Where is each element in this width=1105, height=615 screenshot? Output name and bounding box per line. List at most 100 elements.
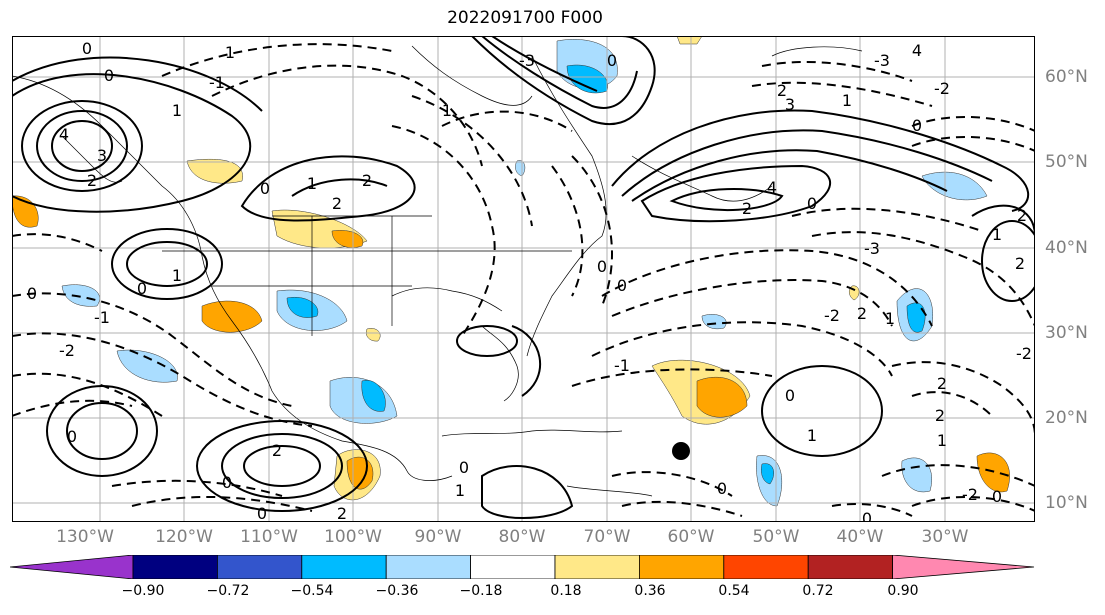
negative-contours (12, 43, 1035, 517)
contour-label: 2 (332, 194, 342, 213)
contour-label: 2 (272, 441, 282, 460)
contour-label: 1 (885, 309, 895, 328)
colorbar-tick-label: 0.18 (550, 583, 582, 599)
contour-label: 0 (617, 276, 627, 295)
lat-label: 30°N (1045, 323, 1088, 343)
contour-label: 0 (597, 257, 607, 276)
lat-label: 20°N (1045, 408, 1088, 428)
contour-label: 2 (1015, 254, 1025, 273)
colorbar-segment (10, 555, 134, 579)
contour-label: 1 (225, 43, 235, 62)
contour-label: 0 (912, 116, 922, 135)
colorbar-tick-label: 0.54 (718, 583, 750, 599)
colorbar-tick-label: 0.72 (802, 583, 834, 599)
contour-label: 1 (172, 101, 182, 120)
contour-label: -2 (1016, 344, 1032, 363)
contour-label: 2 (937, 374, 947, 393)
lon-label: 40°W (836, 527, 884, 547)
lon-label: 70°W (583, 527, 631, 547)
contour-label: -2 (59, 341, 75, 360)
colorbar-segment (470, 555, 556, 579)
colorbar-tick-label: 0.90 (887, 583, 919, 599)
lat-label: 40°N (1045, 238, 1088, 258)
contour-label: 2 (935, 406, 945, 425)
positive-contours (12, 36, 1035, 519)
colorbar-segment (301, 555, 387, 579)
contour-label: -2 (962, 485, 978, 504)
lon-label: 130°W (56, 527, 114, 547)
lat-label: 60°N (1045, 67, 1088, 87)
contour-label: 0 (27, 284, 37, 303)
contour-label: -2 (934, 79, 950, 98)
shading-layer (12, 36, 1010, 507)
contour-label: 0 (717, 479, 727, 498)
storm-marker (672, 442, 690, 460)
colorbar-tick-label: −0.90 (121, 583, 165, 599)
contour-label: 0 (785, 386, 795, 405)
colorbar-segment (216, 555, 303, 579)
lon-label: 110°W (240, 527, 298, 547)
contour-labels: 0 1 -1 0 1 4 3 2 0 1 2 2 1 0 0 -1 -2 0 0… (27, 39, 1032, 522)
contour-label: 0 (82, 39, 92, 58)
contour-label: 4 (767, 178, 777, 197)
lon-label: 100°W (324, 527, 382, 547)
contour-label: 0 (607, 51, 617, 70)
colorbar-segment (723, 555, 809, 579)
contour-label: 2 (857, 304, 867, 323)
lat-label: 50°N (1045, 152, 1088, 172)
lon-label: 50°W (752, 527, 800, 547)
colorbar-segment (892, 555, 1035, 579)
contour-label: 2 (362, 171, 372, 190)
colorbar-segment (639, 555, 725, 579)
map-panel: 0 1 -1 0 1 4 3 2 0 1 2 2 1 0 0 -1 -2 0 0… (12, 36, 1035, 522)
contour-label: -1 (209, 73, 225, 92)
contour-label: 1 (172, 266, 182, 285)
contour-label: 1 (455, 481, 465, 500)
contour-label: 1 (937, 431, 947, 450)
contour-label: 0 (257, 504, 267, 522)
contour-label: 2 (1017, 206, 1027, 225)
contour-label: 0 (459, 458, 469, 477)
colorbar-tick-label: 0.36 (634, 583, 666, 599)
contour-label: 3 (785, 95, 795, 114)
contour-label: 2 (742, 199, 752, 218)
colorbar (10, 555, 1035, 579)
contour-label: 0 (260, 179, 270, 198)
lon-label: 30°W (921, 527, 969, 547)
map-title: 2022091700 F000 (447, 8, 603, 28)
colorbar-segment (807, 555, 894, 579)
contour-label: 1 (807, 426, 817, 445)
contour-label: 1 (442, 101, 452, 120)
lon-label: 120°W (155, 527, 213, 547)
contour-label: 0 (67, 427, 77, 446)
contour-label: -2 (824, 306, 840, 325)
contour-label: 0 (137, 279, 147, 298)
contour-label: 0 (807, 194, 817, 213)
contour-label: 0 (104, 66, 114, 85)
contour-label: -3 (519, 51, 535, 70)
contour-label: 4 (912, 41, 922, 60)
graticule (12, 36, 1035, 522)
contour-label: 0 (862, 509, 872, 522)
lat-label: 10°N (1045, 493, 1088, 513)
colorbar-tick-label: −0.72 (206, 583, 250, 599)
contour-label: 0 (222, 473, 232, 492)
contour-label: -1 (94, 308, 110, 327)
contour-label: 2 (337, 504, 347, 522)
contour-label: 2 (777, 81, 787, 100)
colorbar-tick-label: −0.18 (459, 583, 503, 599)
contour-label: 1 (842, 91, 852, 110)
contour-label: -3 (874, 51, 890, 70)
lon-label: 80°W (498, 527, 546, 547)
contour-label: 0 (992, 487, 1002, 506)
colorbar-segment (132, 555, 218, 579)
lon-label: 60°W (667, 527, 715, 547)
contour-label: 1 (307, 174, 317, 193)
contour-label: 2 (87, 171, 97, 190)
colorbar-segment (385, 555, 472, 579)
contour-label: 3 (97, 146, 107, 165)
contour-label: 4 (59, 125, 69, 144)
lon-label: 90°W (414, 527, 462, 547)
contour-label: -3 (864, 239, 880, 258)
contour-label: 1 (992, 225, 1002, 244)
